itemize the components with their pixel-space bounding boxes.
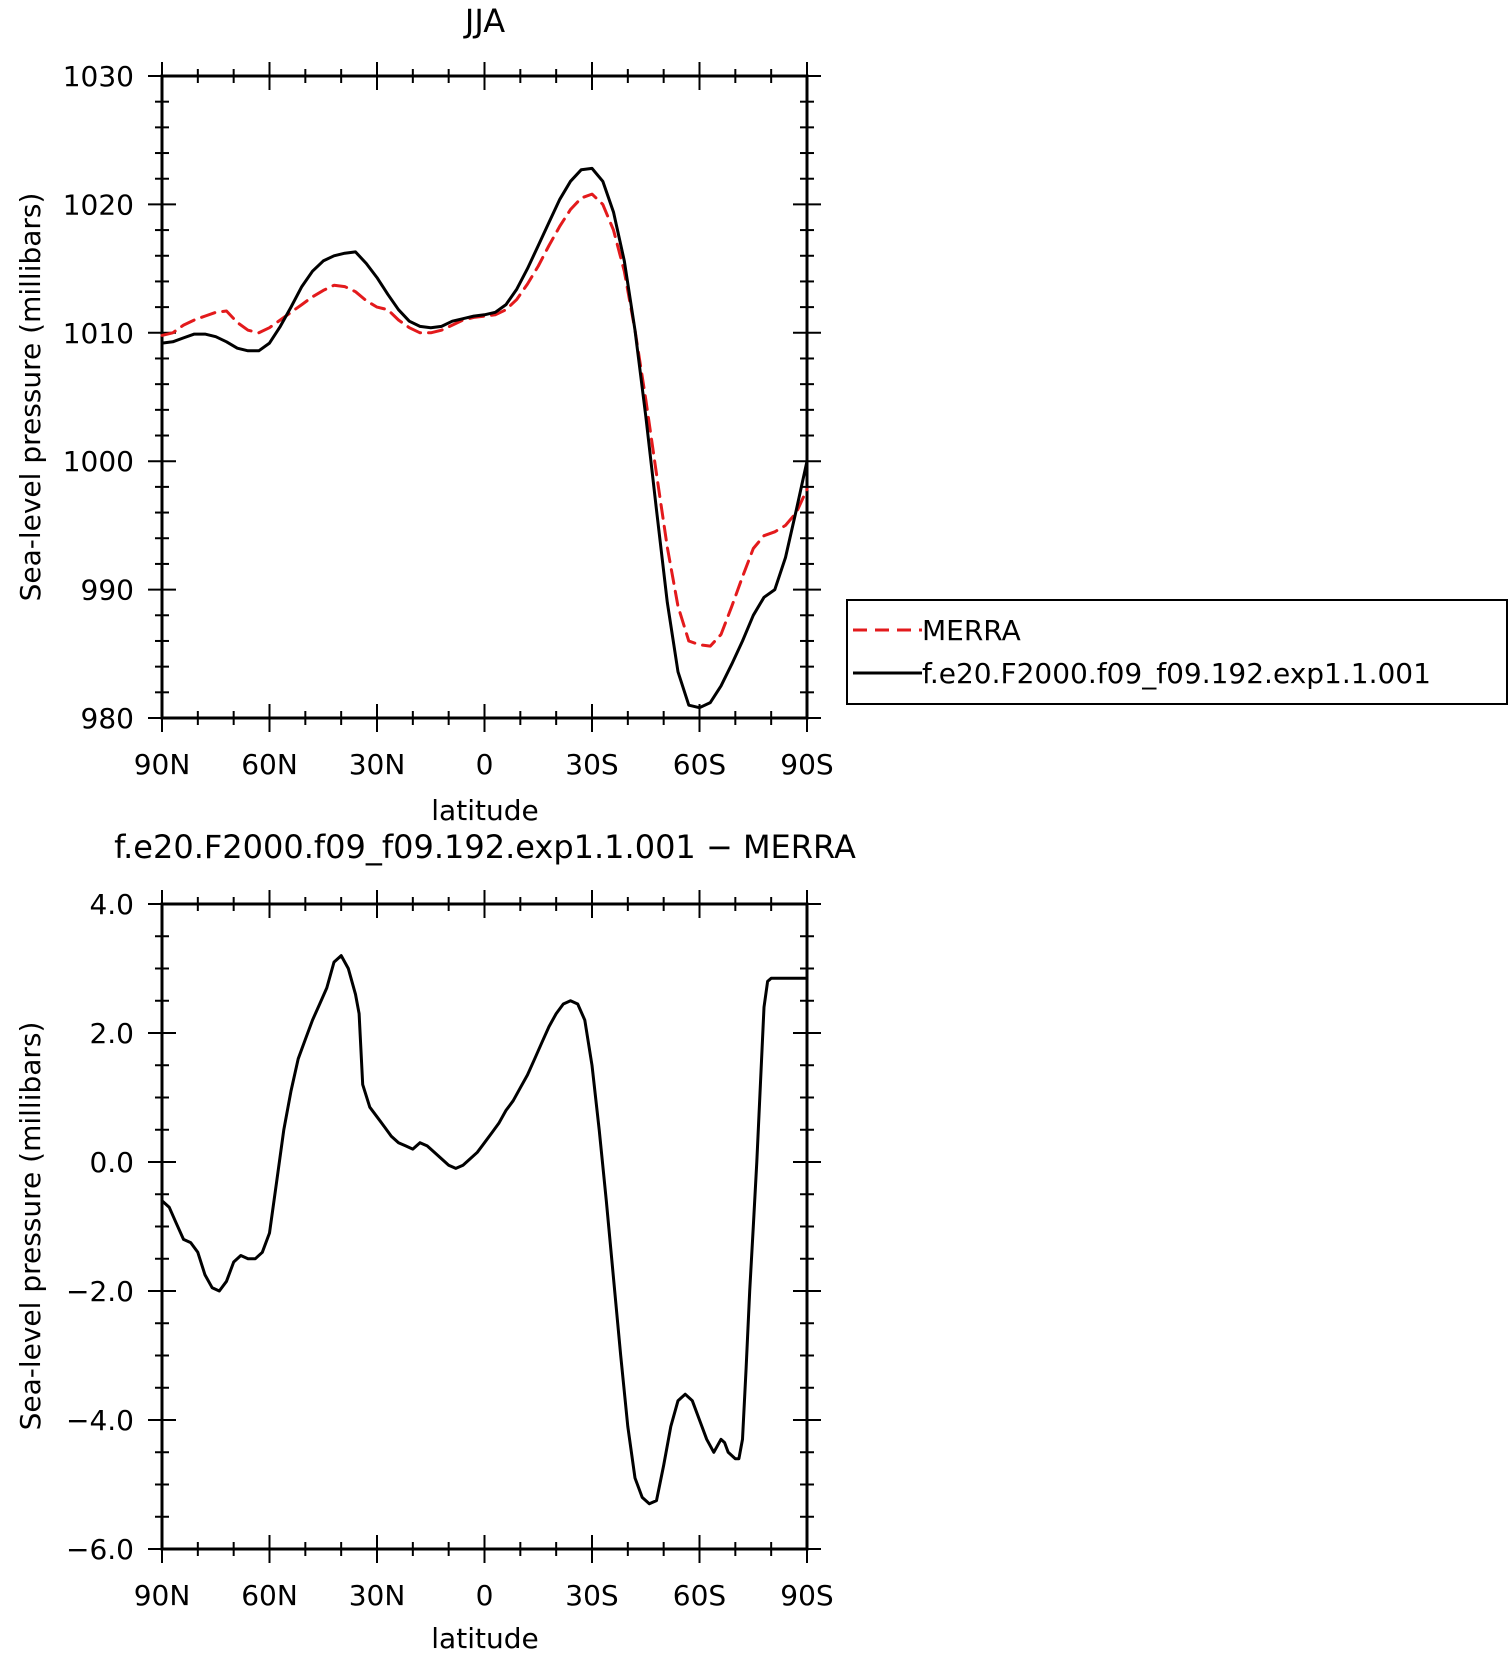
x-tick-label: 60N	[241, 748, 298, 781]
y-tick-label: −2.0	[66, 1275, 134, 1308]
top-ticks	[148, 62, 821, 732]
y-tick-label: 2.0	[89, 1017, 134, 1050]
x-tick-label: 30S	[565, 1579, 618, 1612]
y-tick-label: 1010	[63, 317, 134, 350]
legend-box	[846, 599, 1508, 705]
bottom-series-group	[160, 954, 809, 1506]
bottom-ticks	[148, 890, 821, 1563]
x-tick-label: 30S	[565, 748, 618, 781]
y-tick-label: −4.0	[66, 1404, 134, 1437]
y-tick-label: 990	[81, 574, 134, 607]
x-tick-label: 0	[476, 1579, 494, 1612]
top-chart-title: JJA	[463, 2, 505, 40]
bottom-series-line-0	[160, 954, 809, 1506]
top-x-axis-label: latitude	[431, 794, 538, 827]
x-tick-label: 60S	[673, 1579, 726, 1612]
y-tick-label: 4.0	[89, 888, 134, 921]
x-tick-label: 0	[476, 748, 494, 781]
top-plot-frame	[160, 74, 809, 720]
top-x-tick-labels: 90N 60N 30N 0 30S 60S 90S	[134, 748, 834, 781]
x-tick-label: 30N	[349, 748, 406, 781]
top-y-axis-label: Sea-level pressure (millibars)	[14, 193, 47, 602]
bottom-plot-frame	[160, 902, 809, 1551]
top-series-group	[160, 166, 809, 710]
x-tick-label: 60S	[673, 748, 726, 781]
legend-label-merra: MERRA	[922, 614, 1021, 647]
x-tick-label: 90N	[134, 1579, 191, 1612]
legend-label-model: f.e20.F2000.f09_f09.192.exp1.1.001	[922, 657, 1431, 690]
bottom-y-tick-labels: −6.0 −4.0 −2.0 0.0 2.0 4.0	[66, 888, 134, 1566]
bottom-x-axis-label: latitude	[431, 1622, 538, 1654]
x-tick-label: 90S	[780, 748, 833, 781]
top-series-line-1	[160, 166, 809, 710]
top-series-line-0	[160, 192, 809, 648]
bottom-x-tick-labels: 90N 60N 30N 0 30S 60S 90S	[134, 1579, 834, 1612]
y-tick-label: 980	[81, 702, 134, 735]
y-tick-label: −6.0	[66, 1533, 134, 1566]
top-panel: JJA 980 990 1000 1010 1020 1030 90N 60N 30N 0 30S…	[14, 2, 1508, 827]
x-tick-label: 90N	[134, 748, 191, 781]
legend: MERRA f.e20.F2000.f09_f09.192.exp1.1.001	[846, 599, 1508, 705]
bottom-chart-title: f.e20.F2000.f09_f09.192.exp1.1.001 − MER…	[114, 828, 856, 866]
bottom-panel: f.e20.F2000.f09_f09.192.exp1.1.001 − MER…	[14, 828, 856, 1654]
top-y-tick-labels: 980 990 1000 1010 1020 1030	[63, 60, 134, 735]
y-tick-label: 0.0	[89, 1146, 134, 1179]
x-tick-label: 30N	[349, 1579, 406, 1612]
x-tick-label: 60N	[241, 1579, 298, 1612]
y-tick-label: 1000	[63, 445, 134, 478]
y-tick-label: 1020	[63, 188, 134, 221]
x-tick-label: 90S	[780, 1579, 833, 1612]
bottom-y-axis-label: Sea-level pressure (millibars)	[14, 1022, 47, 1431]
y-tick-label: 1030	[63, 60, 134, 93]
